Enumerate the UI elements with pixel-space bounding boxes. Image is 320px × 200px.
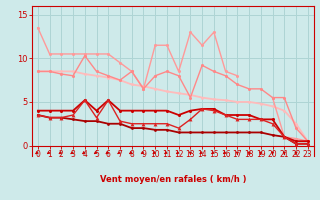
X-axis label: Vent moyen/en rafales ( km/h ): Vent moyen/en rafales ( km/h ) [100,175,246,184]
